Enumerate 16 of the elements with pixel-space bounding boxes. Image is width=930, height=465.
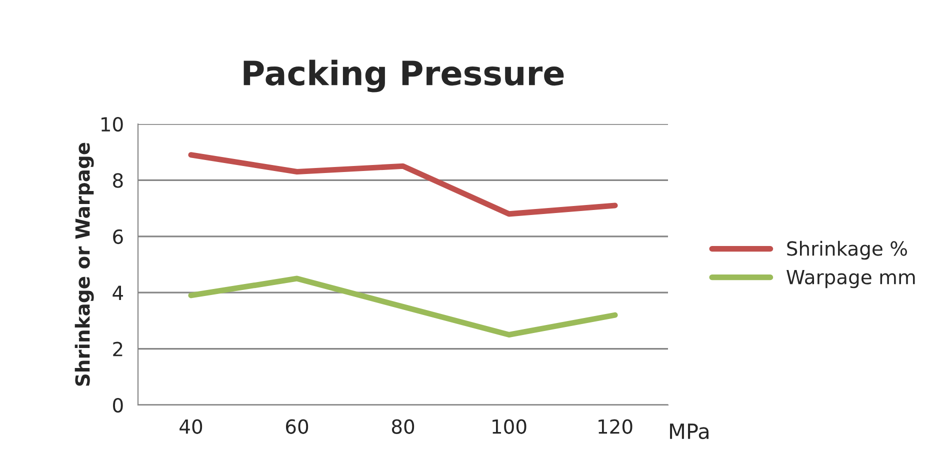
y-tick-label: 2 (113, 342, 122, 356)
x-tick-label: 40 (180, 419, 202, 434)
y-tick-label: 8 (113, 173, 123, 188)
x-tick-label: 60 (286, 419, 308, 434)
y-axis-title: Shrinkage or Warpage (74, 142, 94, 386)
y-tick-label: 4 (112, 286, 124, 300)
legend-label: Shrinkage % (787, 240, 907, 260)
y-tick-label: 0 (113, 398, 123, 413)
chart-title: Packing Pressure (244, 60, 564, 92)
x-tick-label: 100 (492, 419, 526, 434)
legend-label: Warpage mm (786, 270, 915, 288)
x-tick-label: 80 (392, 419, 414, 434)
y-tick-label: 6 (113, 229, 123, 244)
x-axis-title: MPa (670, 424, 708, 440)
x-tick-label: 120 (598, 419, 632, 434)
y-tick-label: 10 (102, 116, 123, 132)
